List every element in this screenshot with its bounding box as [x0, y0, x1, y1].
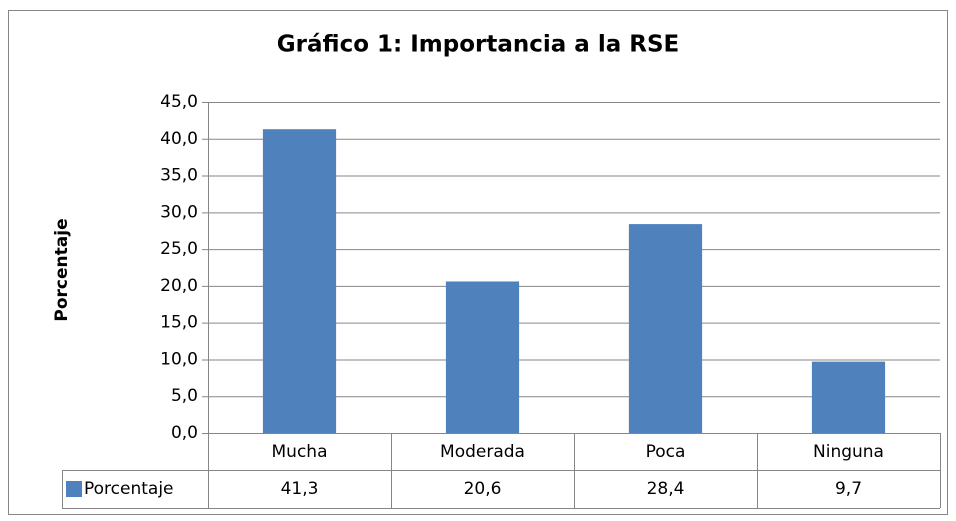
- legend-key: [66, 481, 82, 497]
- chart-border: [8, 10, 948, 515]
- y-tick-label: 35,0: [160, 166, 198, 186]
- table-value: 41,3: [281, 479, 319, 499]
- legend-label: Porcentaje: [84, 479, 174, 499]
- y-tick-label: 30,0: [160, 202, 198, 222]
- bar: [628, 224, 703, 433]
- y-tick-label: 45,0: [160, 92, 198, 112]
- y-tick-label: 20,0: [160, 276, 198, 296]
- bar: [445, 281, 520, 433]
- x-tick-label: Ninguna: [813, 442, 884, 462]
- y-tick-label: 0,0: [171, 423, 198, 443]
- x-tick-label: Mucha: [272, 442, 328, 462]
- y-axis-label: Porcentaje: [52, 218, 72, 321]
- x-tick-label: Poca: [646, 442, 686, 462]
- bar: [262, 129, 337, 433]
- table-value: 20,6: [464, 479, 502, 499]
- chart-title: Gráfico 1: Importancia a la RSE: [277, 32, 679, 58]
- y-tick-label: 15,0: [160, 313, 198, 333]
- y-tick-label: 10,0: [160, 349, 198, 369]
- x-tick-label: Moderada: [440, 442, 525, 462]
- y-tick-label: 5,0: [171, 386, 198, 406]
- table-value: 28,4: [647, 479, 685, 499]
- table-value: 9,7: [835, 479, 862, 499]
- y-tick-label: 40,0: [160, 129, 198, 149]
- y-tick-label: 25,0: [160, 239, 198, 259]
- bar: [811, 361, 886, 433]
